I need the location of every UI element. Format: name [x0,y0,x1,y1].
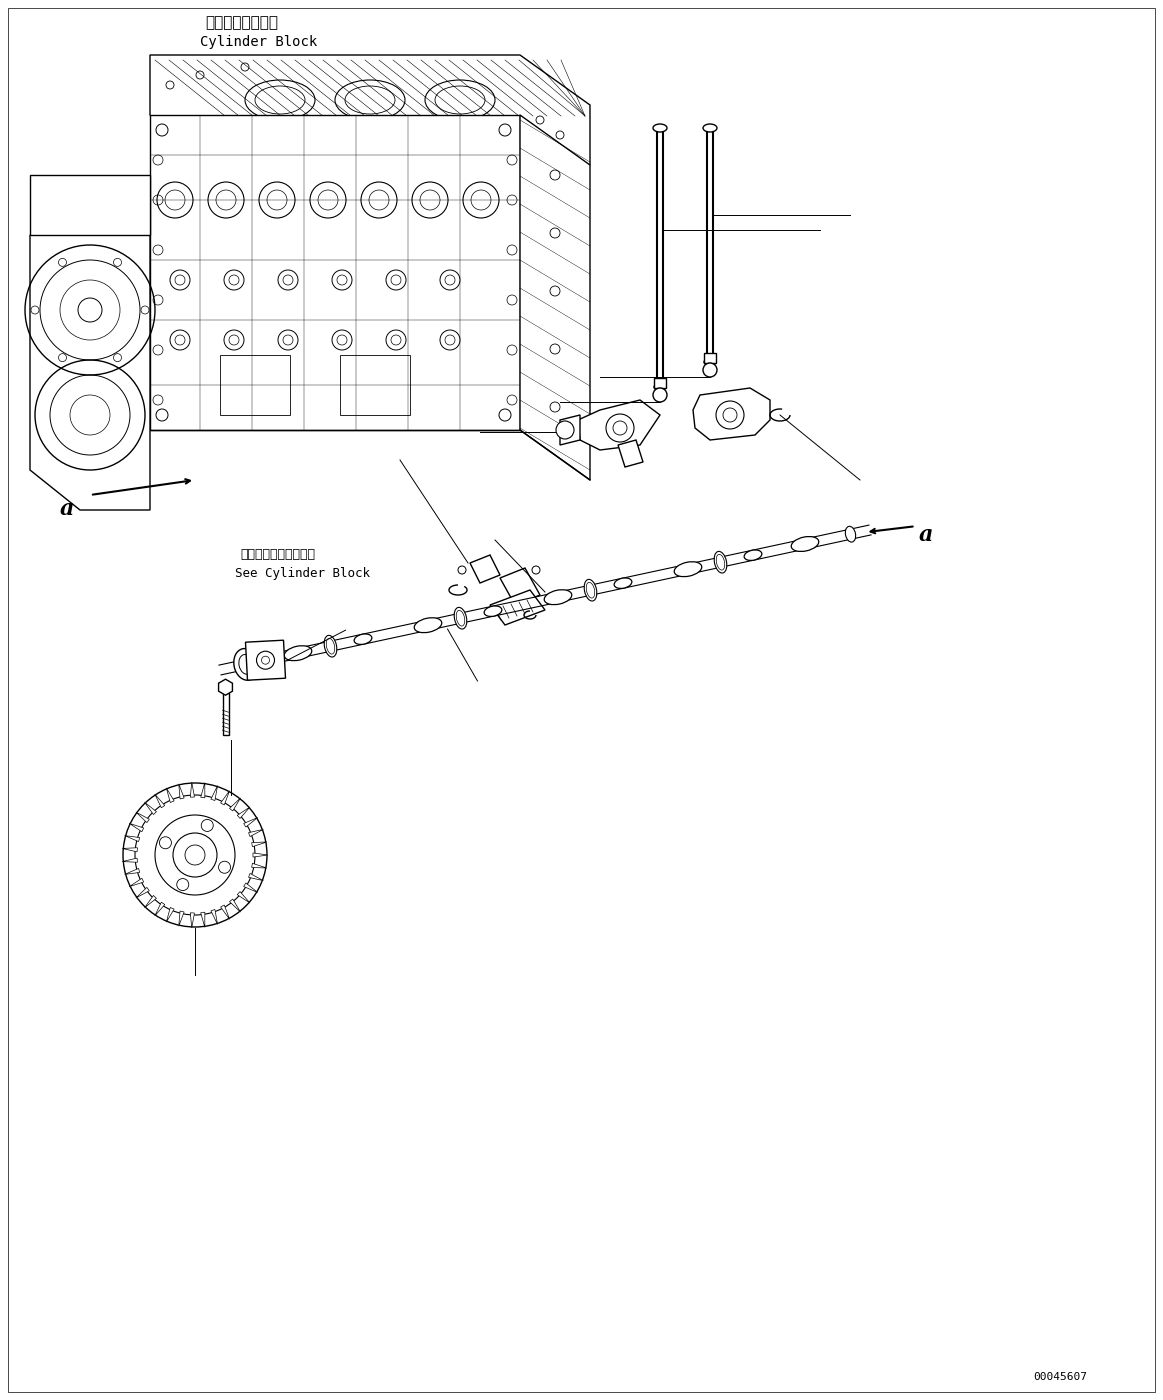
Ellipse shape [654,384,666,391]
Polygon shape [520,115,590,480]
Bar [220,356,290,414]
Ellipse shape [675,561,701,577]
Polygon shape [166,907,174,923]
Circle shape [135,795,255,916]
Polygon shape [222,693,228,735]
Polygon shape [155,794,165,808]
Polygon shape [191,783,194,797]
Polygon shape [201,913,205,927]
Polygon shape [124,868,140,875]
Polygon shape [237,806,250,819]
Ellipse shape [584,580,597,601]
Polygon shape [179,784,184,799]
Polygon shape [129,823,144,832]
Polygon shape [254,853,267,857]
Ellipse shape [586,582,594,598]
Text: See Cylinder Block: See Cylinder Block [235,567,370,580]
Polygon shape [470,554,500,582]
Circle shape [716,400,744,428]
Polygon shape [245,640,285,680]
Polygon shape [244,883,258,892]
Text: シリンダブロック: シリンダブロック [205,15,278,29]
Polygon shape [578,400,659,449]
Polygon shape [30,175,150,235]
Circle shape [702,363,718,377]
Circle shape [257,651,274,669]
Ellipse shape [704,358,716,365]
Circle shape [606,414,634,442]
Ellipse shape [284,645,312,661]
Polygon shape [229,899,241,911]
Polygon shape [249,874,263,881]
Circle shape [185,846,205,865]
Polygon shape [136,888,149,897]
Polygon shape [201,783,205,798]
Bar [704,353,716,363]
Polygon shape [179,911,184,927]
Polygon shape [124,836,140,841]
Text: a: a [60,498,74,519]
Bar [654,378,666,388]
Circle shape [556,421,575,440]
Polygon shape [191,913,194,928]
Polygon shape [122,858,137,862]
Ellipse shape [614,578,632,588]
Ellipse shape [355,634,372,644]
Ellipse shape [234,648,258,680]
Polygon shape [30,235,150,510]
Ellipse shape [327,638,335,654]
Polygon shape [249,829,263,837]
Polygon shape [211,910,217,924]
Polygon shape [490,589,545,624]
Polygon shape [251,864,266,868]
Polygon shape [221,791,229,805]
Circle shape [173,833,217,876]
Polygon shape [122,848,137,851]
Polygon shape [136,812,149,823]
Text: 00045607: 00045607 [1033,1372,1087,1382]
Polygon shape [244,818,258,827]
Ellipse shape [791,536,819,552]
Polygon shape [229,798,241,811]
Polygon shape [211,785,217,801]
Polygon shape [500,568,540,605]
Polygon shape [150,55,590,165]
Ellipse shape [324,636,337,657]
Circle shape [652,388,668,402]
Circle shape [123,783,267,927]
Polygon shape [237,892,250,903]
Polygon shape [618,440,643,468]
Text: シリンダブロック参照: シリンダブロック参照 [240,547,315,561]
Ellipse shape [702,125,718,132]
Polygon shape [221,904,229,920]
Ellipse shape [714,552,727,573]
Polygon shape [166,788,174,802]
Polygon shape [150,115,520,430]
Ellipse shape [846,526,856,542]
Ellipse shape [652,125,668,132]
Ellipse shape [544,589,572,605]
Polygon shape [155,902,165,916]
Ellipse shape [744,550,762,560]
Bar [340,356,411,414]
Ellipse shape [238,655,254,675]
Circle shape [458,566,466,574]
Circle shape [155,815,235,895]
Ellipse shape [455,608,466,629]
Ellipse shape [716,554,725,570]
Ellipse shape [414,617,442,633]
Circle shape [531,566,540,574]
Text: Cylinder Block: Cylinder Block [200,35,317,49]
Ellipse shape [484,606,502,616]
Polygon shape [561,414,580,445]
Polygon shape [693,388,770,440]
Polygon shape [219,679,233,696]
Ellipse shape [456,610,465,626]
Polygon shape [144,896,157,907]
Text: a: a [919,524,933,546]
Polygon shape [251,841,266,847]
Polygon shape [144,802,157,815]
Polygon shape [129,878,144,886]
